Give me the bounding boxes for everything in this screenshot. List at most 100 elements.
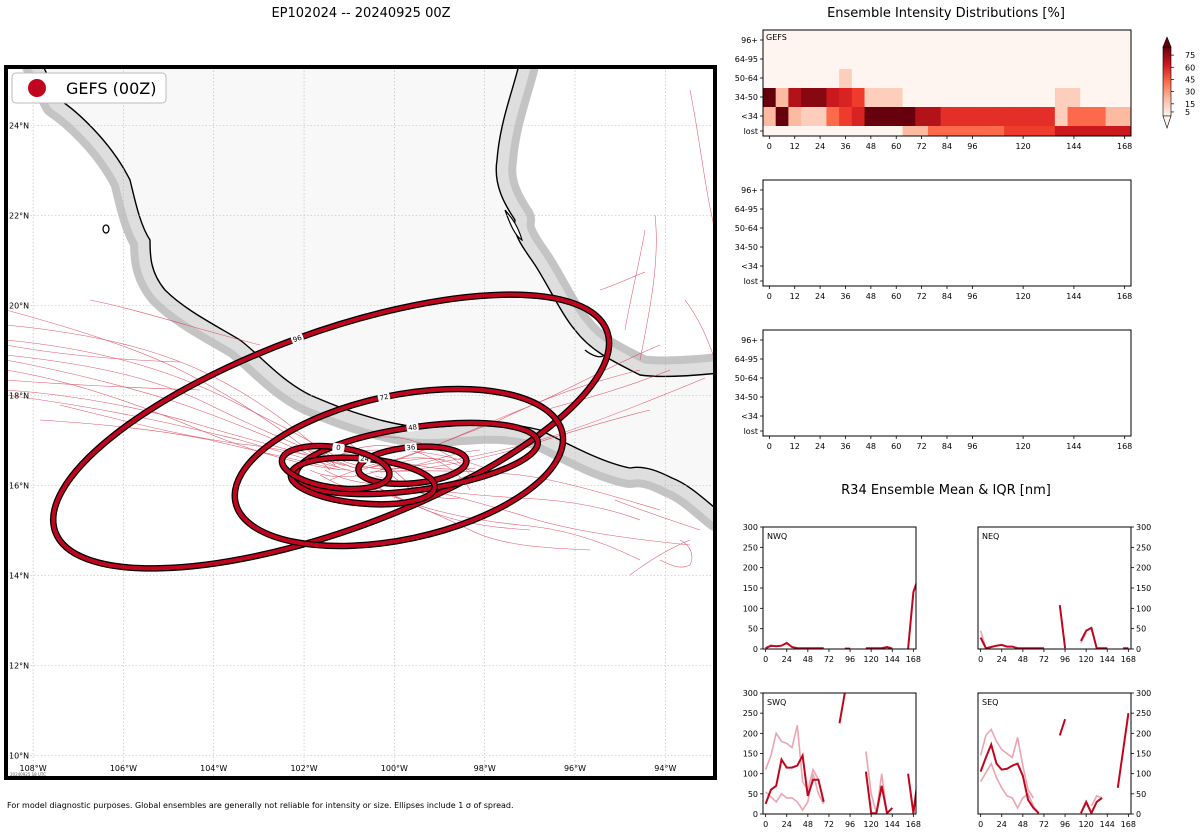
y-tick-label: 34-50 bbox=[735, 243, 758, 252]
heat-cell bbox=[915, 107, 929, 127]
heat-cell bbox=[877, 88, 891, 108]
y-tick-label: 250 bbox=[1136, 709, 1151, 718]
x-tick-label: 36 bbox=[840, 142, 850, 151]
island bbox=[102, 224, 110, 234]
lon-label: 98°W bbox=[474, 764, 496, 773]
ellipse-label-bg bbox=[377, 392, 391, 402]
y-tick-label: 34-50 bbox=[735, 393, 758, 402]
heat-cell bbox=[864, 30, 878, 50]
x-tick-label: 96 bbox=[1060, 820, 1070, 829]
heat-cell bbox=[978, 88, 992, 108]
heat-cell bbox=[801, 30, 815, 50]
heat-cell bbox=[826, 126, 840, 137]
r34-panel-swq: SWQ 0 24 48 72 96 120 144 168 0 50 100 150 200 250 300 bbox=[743, 689, 921, 829]
lat-label: 20°N bbox=[9, 302, 29, 311]
x-tick-label: 168 bbox=[906, 820, 921, 829]
heat-cell bbox=[1004, 107, 1018, 127]
heat-cell bbox=[763, 69, 777, 89]
heat-cell bbox=[1029, 30, 1043, 50]
y-tick-label: lost bbox=[744, 427, 758, 436]
heat-cell bbox=[839, 69, 853, 89]
intensity-title: Ensemble Intensity Distributions [%] bbox=[827, 6, 1065, 21]
heat-cell bbox=[1118, 88, 1132, 108]
y-tick-label: 200 bbox=[1136, 729, 1151, 738]
heat-cell bbox=[775, 126, 789, 137]
heatmap-model-label: GEFS bbox=[766, 33, 787, 42]
heat-cell bbox=[877, 49, 891, 70]
heat-cell bbox=[991, 107, 1005, 127]
heat-cell bbox=[801, 69, 815, 89]
mean-line bbox=[764, 693, 916, 814]
r34-lines bbox=[764, 693, 916, 814]
heat-cell bbox=[940, 107, 954, 127]
heat-cell bbox=[902, 69, 916, 89]
heat-cell bbox=[763, 30, 777, 50]
x-tick-label: 72 bbox=[917, 292, 927, 301]
heat-cell bbox=[788, 49, 802, 70]
x-tick-label: 24 bbox=[782, 820, 792, 829]
y-tick-label: 50 bbox=[748, 625, 758, 634]
heat-cell bbox=[1004, 30, 1018, 50]
heat-cell bbox=[1118, 107, 1132, 127]
heat-cell bbox=[1042, 69, 1056, 89]
heat-cell bbox=[813, 69, 827, 89]
x-tick-label: 144 bbox=[1100, 655, 1115, 664]
heat-cell bbox=[864, 126, 878, 137]
y-tick-label: 100 bbox=[1136, 770, 1151, 779]
colorbar-tick-label: 75 bbox=[1185, 51, 1195, 60]
x-tick-label: 144 bbox=[1066, 292, 1081, 301]
x-tick-label: 168 bbox=[1117, 142, 1132, 151]
heat-cell bbox=[775, 30, 789, 50]
heat-cell bbox=[839, 88, 853, 108]
heat-cell bbox=[851, 49, 865, 70]
heat-cell bbox=[763, 49, 777, 70]
x-tick-label: 0 bbox=[767, 292, 772, 301]
map-panel: 96 72 48 36 24 0 108°W 106°W 104°W 102°W 100°W 98°… bbox=[4, 65, 717, 780]
heat-cell bbox=[953, 30, 967, 50]
heat-cell bbox=[851, 30, 865, 50]
x-tick-label: 72 bbox=[917, 142, 927, 151]
quadrant-label: NWQ bbox=[767, 532, 787, 541]
heat-cell bbox=[940, 88, 954, 108]
heat-cell bbox=[1105, 107, 1119, 127]
heat-cell bbox=[1067, 107, 1081, 127]
heat-cell bbox=[1016, 69, 1030, 89]
quadrant-label: SEQ bbox=[982, 698, 998, 707]
x-tick-label: 96 bbox=[1060, 655, 1070, 664]
lon-label: 102°W bbox=[290, 764, 317, 773]
lon-label: 108°W bbox=[20, 764, 47, 773]
y-tick-label: <34 bbox=[741, 412, 758, 421]
x-tick-label: 0 bbox=[978, 820, 983, 829]
heat-cell bbox=[978, 69, 992, 89]
heat-cell bbox=[813, 126, 827, 137]
heat-cell bbox=[940, 30, 954, 50]
heat-cell bbox=[915, 69, 929, 89]
iqr-line bbox=[1090, 794, 1103, 807]
heat-cell bbox=[902, 107, 916, 127]
y-tick-label: 300 bbox=[743, 523, 758, 532]
heat-cell bbox=[927, 30, 942, 50]
heat-cell bbox=[1054, 49, 1068, 70]
heat-cell bbox=[1067, 69, 1081, 89]
y-tick-label: 64-95 bbox=[735, 55, 758, 64]
y-tick-label: 250 bbox=[1136, 543, 1151, 552]
heat-cell bbox=[826, 107, 840, 127]
lat-label: 14°N bbox=[9, 572, 29, 581]
heat-cell bbox=[953, 126, 967, 137]
heat-cell bbox=[1042, 49, 1056, 70]
x-tick-label: 72 bbox=[824, 820, 834, 829]
r34-lines bbox=[979, 604, 1129, 649]
quadrant-label: SWQ bbox=[767, 698, 786, 707]
heat-cell bbox=[915, 126, 929, 137]
heat-cell bbox=[1042, 107, 1056, 127]
mean-line bbox=[979, 713, 1130, 814]
heat-cell bbox=[864, 107, 878, 127]
ellipse-label-group: 96 bbox=[290, 333, 304, 344]
x-tick-label: 48 bbox=[1018, 820, 1028, 829]
heat-cell bbox=[1080, 49, 1094, 70]
heat-cell bbox=[1092, 126, 1107, 137]
heat-cell bbox=[1029, 69, 1043, 89]
